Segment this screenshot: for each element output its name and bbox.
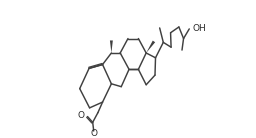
Polygon shape: [146, 41, 155, 53]
Text: O: O: [90, 129, 97, 138]
Polygon shape: [110, 40, 113, 53]
Text: OH: OH: [192, 24, 206, 33]
Text: O: O: [78, 111, 85, 120]
